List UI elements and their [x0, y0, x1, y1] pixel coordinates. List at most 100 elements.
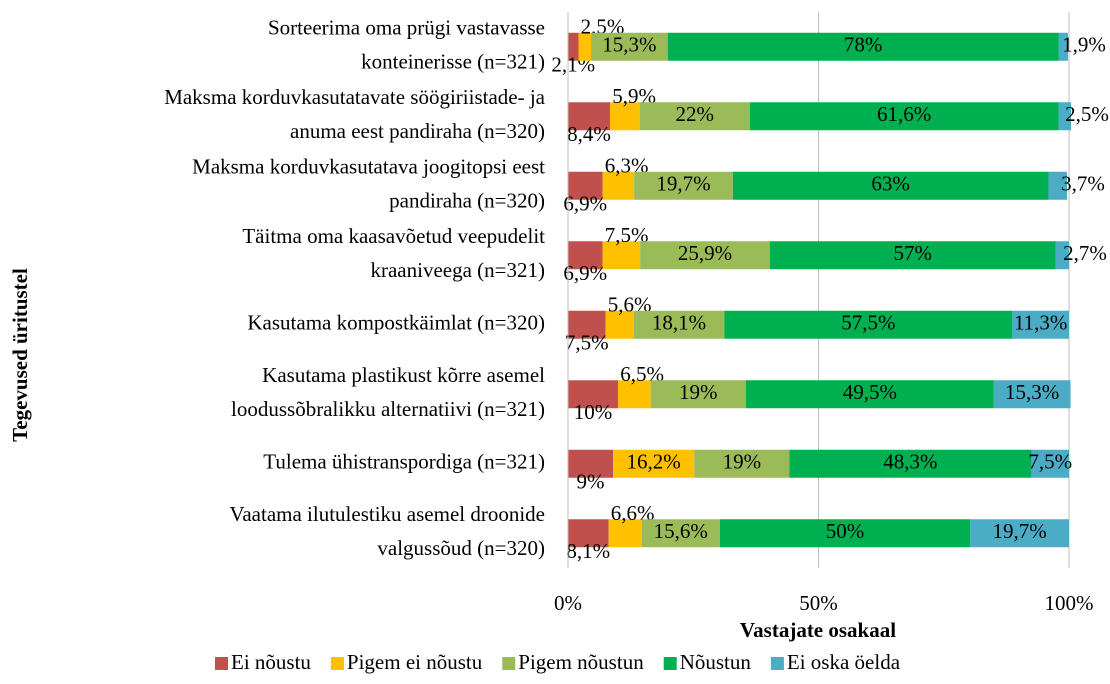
data-label: 8,4%	[567, 122, 611, 146]
bar-segment	[667, 32, 1059, 61]
y-tick-label: kraaniveega (n=321)	[370, 258, 545, 282]
legend-label: Nõustun	[680, 650, 752, 674]
bar-segment	[568, 519, 609, 548]
legend-label: Ei nõustu	[231, 650, 311, 674]
bar-segment	[634, 171, 733, 200]
y-tick-label: Täitma oma kaasavõetud veepudelit	[242, 224, 545, 248]
data-label: 6,9%	[563, 192, 607, 216]
data-label: 2,7%	[1063, 241, 1107, 265]
y-tick-label: Kasutama kompostkäimlat (n=320)	[247, 311, 545, 335]
bar-segment	[639, 102, 750, 131]
bar-segment	[610, 102, 640, 131]
y-tick-label: Tulema ühistranspordiga (n=321)	[263, 450, 545, 474]
bar-segment	[602, 171, 635, 200]
bar-segment	[568, 310, 606, 339]
data-label: 48,3%	[883, 450, 937, 474]
legend-swatch	[770, 657, 784, 670]
bar-segment	[745, 380, 994, 409]
data-label: 10%	[574, 400, 613, 424]
data-label: 15,6%	[654, 519, 708, 543]
legend-swatch	[502, 657, 516, 670]
bar-segment	[568, 380, 619, 409]
bar-segment	[641, 519, 720, 548]
bar-segment	[1031, 449, 1069, 478]
x-tick-label: 100%	[1045, 591, 1094, 615]
data-label: 7,5%	[565, 331, 609, 355]
data-label: 19,7%	[656, 172, 710, 196]
data-label: 11,3%	[1014, 311, 1067, 335]
legend-label: Pigem ei nõustu	[347, 650, 483, 674]
data-label: 61,6%	[877, 102, 931, 126]
data-label: 19%	[679, 380, 718, 404]
bar-segment	[613, 449, 695, 478]
legend-swatch	[215, 657, 228, 670]
x-tick-label: 0%	[554, 591, 582, 615]
y-tick-label: Maksma korduvkasutatavate söögiriistade-…	[164, 85, 545, 109]
data-label: 78%	[844, 33, 883, 57]
bar-segment	[719, 519, 971, 548]
bar-segment	[602, 241, 641, 270]
bar-segment	[1012, 310, 1069, 339]
bar-segment	[1058, 32, 1068, 61]
y-tick-label: pandiraha (n=320)	[389, 189, 545, 213]
y-tick-label: Sorteerima oma prügi vastavasse	[268, 16, 545, 40]
data-label: 49,5%	[843, 380, 897, 404]
bar-segment	[568, 102, 611, 131]
data-label: 15,3%	[1005, 380, 1059, 404]
data-label: 57,5%	[841, 311, 895, 335]
data-label: 3,7%	[1061, 172, 1105, 196]
y-tick-label: konteinerisse (n=321)	[361, 50, 545, 74]
x-axis-title: Vastajate osakaal	[740, 618, 896, 642]
data-label: 8,1%	[566, 539, 610, 563]
bar-segment	[732, 171, 1049, 200]
bar-segment	[970, 519, 1069, 548]
bar-segment	[591, 32, 668, 61]
bar-segment	[633, 310, 725, 339]
y-tick-label: Kasutama plastikust kõrre asemel	[262, 363, 545, 387]
bar-segment	[650, 380, 746, 409]
data-label: 19,7%	[993, 519, 1047, 543]
data-label: 7,5%	[1028, 450, 1072, 474]
bar-segment	[640, 241, 770, 270]
bar-segment	[1048, 171, 1067, 200]
bar-segment	[724, 310, 1013, 339]
y-tick-label: loodussõbralikku alternatiivi (n=321)	[231, 397, 545, 421]
data-label: 50%	[826, 519, 865, 543]
bar-segment	[1055, 241, 1069, 270]
bar-segment	[769, 241, 1056, 270]
bar-segment	[618, 380, 651, 409]
data-label: 63%	[871, 172, 910, 196]
bar-segment	[568, 241, 603, 270]
data-label: 22%	[676, 102, 715, 126]
data-label: 18,1%	[652, 311, 706, 335]
x-tick-label: 50%	[799, 591, 838, 615]
data-label: 57%	[893, 241, 932, 265]
bar-segment	[1058, 102, 1072, 131]
data-label: 2,5%	[1065, 102, 1109, 126]
y-tick-label: Vaatama ilutulestiku asemel droonide	[230, 502, 546, 526]
data-label: 25,9%	[678, 241, 732, 265]
bar-segment	[605, 310, 634, 339]
bar-segment	[578, 32, 592, 61]
bar-segment	[568, 171, 603, 200]
data-label: 15,3%	[602, 33, 656, 57]
bar-segment	[568, 32, 579, 61]
bar-segment	[568, 449, 614, 478]
data-label: 19%	[723, 450, 762, 474]
legend-swatch	[663, 657, 677, 670]
bar-segment	[608, 519, 642, 548]
data-label: 9%	[577, 470, 605, 494]
data-label: 16,2%	[627, 450, 681, 474]
data-label: 6,9%	[563, 261, 607, 285]
bar-segment	[749, 102, 1059, 131]
legend-swatch	[330, 657, 344, 670]
y-axis-title: Tegevused üritustel	[8, 268, 32, 442]
bar-segment	[993, 380, 1071, 409]
legend-label: Ei oska öelda	[787, 650, 901, 674]
bar-segment	[694, 449, 790, 478]
y-tick-label: valgussõud (n=320)	[377, 536, 545, 560]
y-tick-label: Maksma korduvkasutatava joogitopsi eest	[192, 155, 545, 179]
bar-segment	[789, 449, 1032, 478]
y-tick-label: anuma eest pandiraha (n=320)	[290, 119, 545, 143]
